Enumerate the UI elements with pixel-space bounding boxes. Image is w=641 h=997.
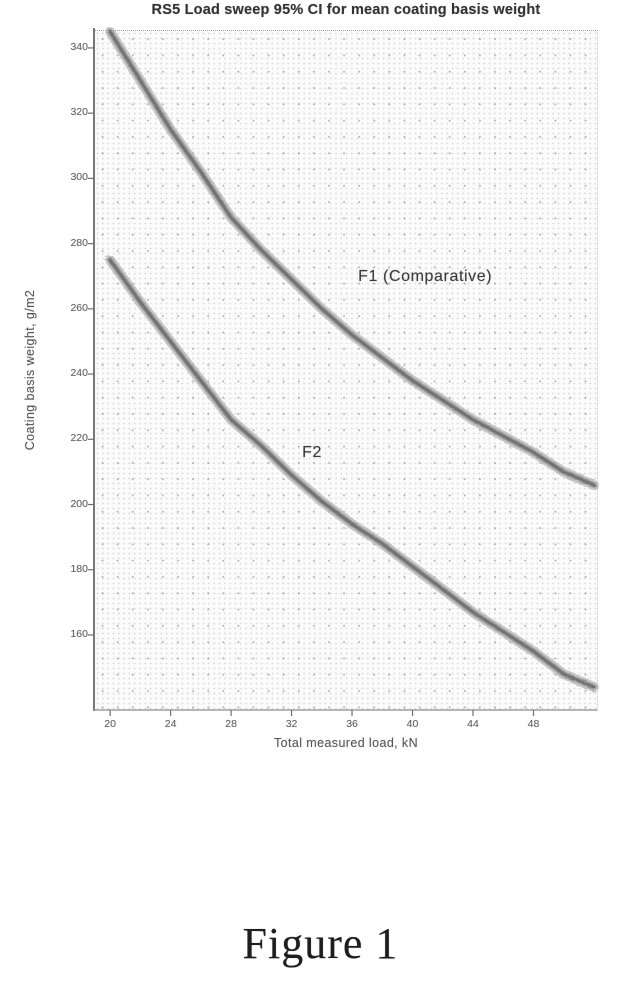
y-tick-label: 240 (70, 367, 88, 380)
series-label-f2: F2 (302, 444, 323, 462)
y-tick-label: 300 (70, 171, 88, 184)
x-tick-label: 32 (285, 718, 298, 730)
x-tick-label: 24 (164, 718, 177, 730)
x-tick-label: 40 (406, 718, 419, 730)
figure-caption: Figure 1 (242, 919, 399, 968)
y-tick-label: 180 (70, 562, 88, 575)
y-axis-title: Coating basis weight, g/m2 (23, 289, 37, 451)
y-tick-label: 280 (70, 236, 88, 249)
x-tick-label: 48 (527, 718, 540, 730)
y-tick-labels: 340 320 300 280 260 240 220 200 180 160 (48, 0, 88, 760)
x-tick-label: 28 (225, 718, 237, 730)
y-tick-label: 220 (70, 432, 88, 445)
chart-title: RS5 Load sweep 95% CI for mean coating b… (151, 2, 541, 18)
y-tick-label: 200 (70, 497, 88, 510)
x-tick-labels: 20 24 28 32 36 40 44 48 (0, 718, 641, 736)
x-axis-title: Total measured load, kN (274, 736, 418, 750)
y-tick-label: 160 (70, 627, 88, 640)
series-label-f1: F1 (Comparative) (358, 268, 493, 286)
x-tick-label: 36 (346, 718, 358, 730)
x-tick-label: 44 (467, 718, 479, 730)
scan-grain-overlay (95, 30, 597, 710)
x-tick-label: 20 (104, 718, 116, 730)
y-tick-label: 320 (70, 106, 88, 119)
y-tick-label: 340 (70, 40, 88, 53)
y-tick-label: 260 (70, 301, 88, 314)
